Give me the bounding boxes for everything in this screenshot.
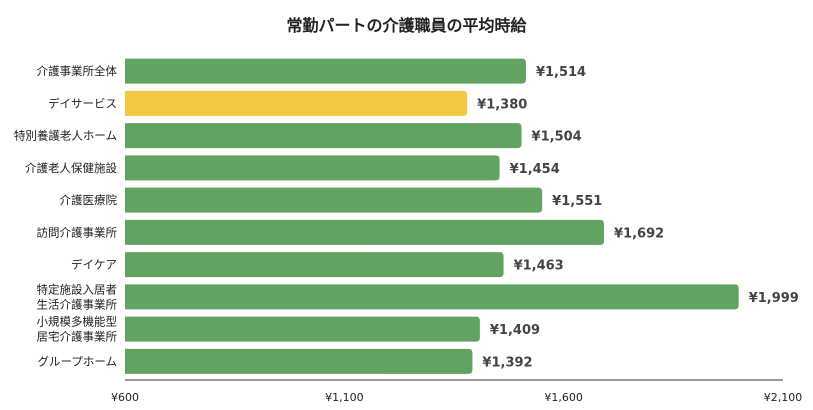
category-label: 介護医療院 bbox=[60, 193, 118, 207]
data-label: ¥1,514 bbox=[536, 65, 586, 80]
data-label: ¥1,551 bbox=[552, 194, 602, 209]
category-label: デイケア bbox=[71, 258, 117, 272]
x-tick-label: ¥1,100 bbox=[325, 391, 364, 404]
data-label: ¥1,392 bbox=[482, 355, 532, 370]
data-label: ¥1,999 bbox=[749, 291, 799, 306]
category-label: 生活介護事業所 bbox=[37, 297, 118, 311]
data-label: ¥1,504 bbox=[532, 130, 582, 145]
bar bbox=[125, 187, 543, 213]
bar bbox=[125, 123, 522, 149]
x-tick-label: ¥600 bbox=[111, 391, 139, 404]
data-label: ¥1,692 bbox=[614, 226, 664, 241]
x-tick-label: ¥2,100 bbox=[764, 391, 803, 404]
category-label: 介護事業所全体 bbox=[37, 64, 118, 78]
bar bbox=[125, 155, 500, 181]
bar bbox=[125, 219, 605, 245]
data-label: ¥1,409 bbox=[490, 323, 540, 338]
bar bbox=[125, 316, 480, 342]
category-label: 特定施設入居者 bbox=[37, 282, 118, 296]
category-label: 小規模多機能型 bbox=[37, 315, 118, 329]
data-label: ¥1,380 bbox=[477, 97, 527, 112]
category-label: グループホーム bbox=[38, 354, 117, 368]
bar bbox=[125, 58, 526, 84]
category-label: 特別養護老人ホーム bbox=[14, 129, 117, 143]
bar bbox=[125, 348, 473, 374]
category-label: 訪問介護事業所 bbox=[37, 225, 118, 239]
category-label: 居宅介護事業所 bbox=[37, 330, 118, 344]
chart-title: 常勤パートの介護職員の平均時給 bbox=[286, 16, 527, 35]
category-label: 介護老人保健施設 bbox=[25, 161, 117, 175]
data-label: ¥1,454 bbox=[510, 162, 560, 177]
bar bbox=[125, 284, 739, 310]
category-label: デイサービス bbox=[48, 96, 117, 110]
bar bbox=[125, 252, 504, 278]
x-tick-label: ¥1,600 bbox=[544, 391, 583, 404]
bar bbox=[125, 90, 468, 116]
data-label: ¥1,463 bbox=[514, 259, 564, 274]
